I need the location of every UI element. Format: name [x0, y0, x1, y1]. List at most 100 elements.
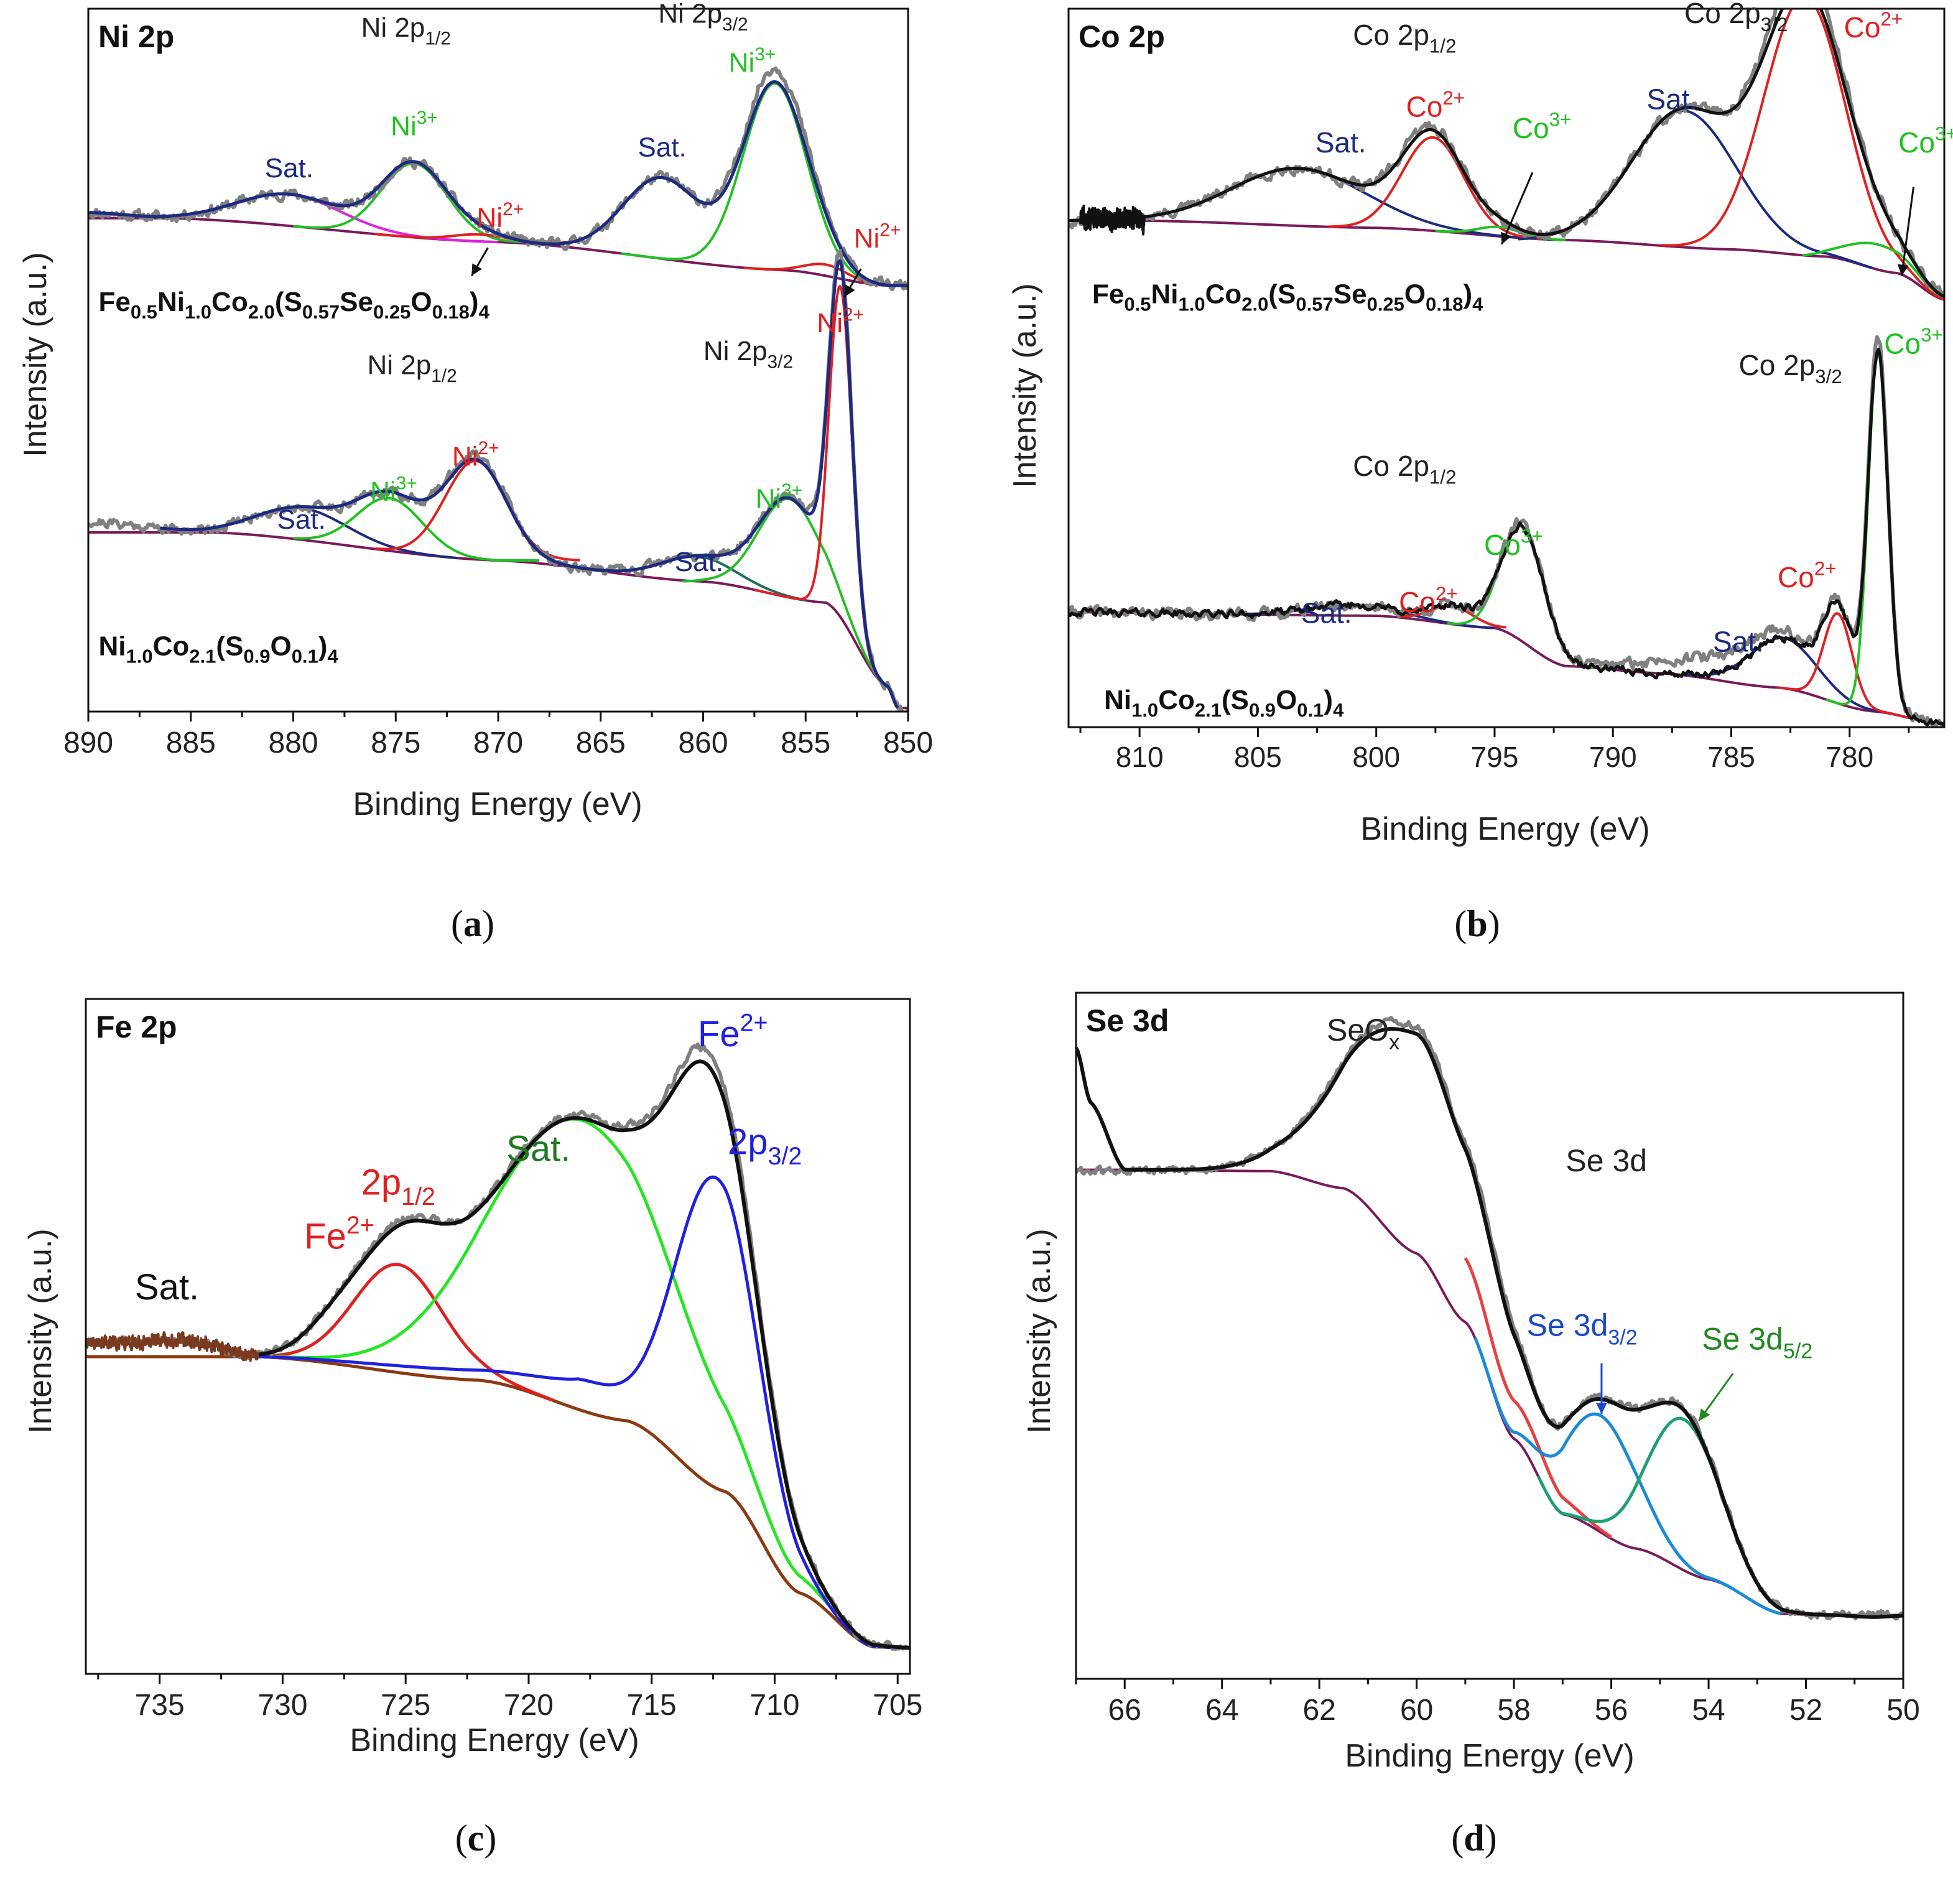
series-upper-Co3+-2p3/2 — [1801, 241, 1944, 299]
series-data — [1076, 1016, 1903, 1621]
x-tick-label: 875 — [371, 727, 420, 759]
series-upper-Sat-2 — [1518, 109, 1874, 270]
arrow-shaft — [1901, 187, 1915, 276]
series-Sat. — [257, 1117, 910, 1650]
panel-caption: (b) — [1454, 903, 1500, 944]
peak-annotation: Ni3+ — [391, 108, 438, 141]
x-tick-label: 855 — [781, 727, 830, 759]
x-axis-label: Binding Energy (eV) — [1360, 811, 1649, 847]
series-group — [86, 1043, 910, 1651]
y-axis-label: Intensity (a.u.) — [1007, 283, 1043, 488]
plot-frame — [1075, 991, 1904, 1680]
x-tick-label: 60 — [1400, 1694, 1433, 1727]
x-tick-label: 890 — [63, 727, 113, 759]
peak-annotation: Sat. — [277, 504, 326, 535]
x-tick-label: 58 — [1497, 1694, 1530, 1727]
peak-annotation: Sat. — [135, 1267, 199, 1307]
x-tick-label: 785 — [1707, 741, 1755, 773]
x-tick-label: 805 — [1234, 741, 1282, 773]
peak-annotation: 2p3/2 — [728, 1122, 802, 1170]
panel-title: Co 2p — [1079, 19, 1165, 54]
arrow-head — [1501, 231, 1511, 244]
panel-caption: (a) — [451, 903, 494, 944]
series-group — [1069, 9, 1944, 727]
series-group — [1076, 1016, 1903, 1621]
panel-title: Se 3d — [1086, 1003, 1169, 1038]
x-axis-label: Binding Energy (eV) — [350, 1722, 639, 1758]
plot-frame — [1067, 7, 1946, 728]
x-tick-label: 66 — [1108, 1694, 1141, 1727]
peak-annotation: 2p1/2 — [361, 1163, 435, 1210]
peak-annotation: Sat. — [506, 1128, 570, 1169]
series-Se-3d3/2 — [1473, 1337, 1783, 1615]
x-tick-label: 52 — [1789, 1694, 1822, 1727]
series-upper-noise-start — [1079, 204, 1146, 236]
y-axis-label: Intensity (a.u.) — [1021, 1228, 1057, 1433]
x-tick-label: 735 — [135, 1689, 185, 1722]
x-axis-label: Binding Energy (eV) — [353, 786, 642, 822]
peak-annotation: Se 3d — [1566, 1143, 1647, 1178]
series-upper-Ni3+-2p3/2 — [620, 82, 899, 287]
series-lower-envelope — [1069, 348, 1944, 727]
peak-annotation: Sat. — [1301, 597, 1352, 629]
peak-annotation: Ni2+ — [452, 438, 499, 471]
series-Fe2+-2p3/2 — [257, 1175, 910, 1650]
x-tick-label: 705 — [873, 1689, 922, 1722]
peak-annotation: Co3+ — [1898, 123, 1953, 159]
x-tick-label: 885 — [166, 727, 216, 759]
x-tick-label: 725 — [381, 1689, 430, 1722]
peak-annotation: Co 2p1/2 — [1353, 19, 1456, 57]
peak-annotation: Ni2+ — [476, 199, 524, 233]
series-Fe2+-2p1/2 — [257, 1263, 555, 1402]
x-tick-label: 780 — [1825, 741, 1873, 773]
panel-title: Fe 2p — [96, 1010, 177, 1044]
peak-annotation: Se 3d3/2 — [1527, 1308, 1638, 1350]
plot-frame — [85, 998, 911, 1675]
series-pre-edge-noise — [86, 1330, 259, 1362]
x-tick-label: 850 — [883, 727, 933, 759]
x-tick-label: 860 — [678, 727, 728, 759]
peak-annotation: Sat. — [265, 153, 313, 183]
peak-annotation: Sat. — [638, 132, 686, 162]
peak-annotation: Co3+ — [1484, 525, 1542, 560]
series-upper-data — [88, 66, 908, 292]
series-envelope — [257, 1059, 910, 1650]
peak-annotation: Ni3+ — [729, 44, 776, 78]
x-tick-label: 50 — [1886, 1694, 1919, 1727]
peak-annotation: Co 2p3/2 — [1684, 0, 1788, 35]
peak-annotation: Sat. — [675, 547, 723, 577]
x-tick-label: 795 — [1471, 741, 1519, 773]
series-upper-Co2+-2p3/2 — [1659, 9, 1944, 300]
x-tick-label: 715 — [627, 1689, 677, 1722]
panel-caption: (d) — [1451, 1818, 1496, 1859]
panel-c: 735 730 725 720 715 710 705 Binding Energy (eV)… — [22, 998, 922, 1859]
peak-annotation: Ni 2p1/2 — [367, 350, 457, 386]
peak-annotation: Co2+ — [1399, 583, 1457, 618]
peak-annotation: Ni 2p3/2 — [658, 0, 748, 35]
x-axis-label: Binding Energy (eV) — [1345, 1738, 1634, 1774]
x-tick-label: 710 — [749, 1689, 799, 1722]
series-lower-Sat-1 — [210, 506, 458, 559]
panel-b: 810 805 800 795 790 785 780 Binding Energy (eV)… — [1007, 0, 1953, 944]
series-group — [88, 66, 908, 712]
peak-annotation: Ni 2p3/2 — [703, 336, 793, 372]
peak-annotation: SeOx — [1327, 1013, 1399, 1054]
x-tick-label: 865 — [576, 727, 626, 759]
series-background — [86, 1355, 910, 1650]
peak-annotation: Fe2+ — [304, 1212, 374, 1256]
x-tick-label: 870 — [473, 727, 523, 759]
panel-a: 890 885 880 875 870 865 860 855 850 Binding Energ… — [17, 0, 933, 944]
x-tick-label: 880 — [268, 727, 318, 759]
peak-annotation: Co2+ — [1778, 557, 1836, 593]
sample-label: Fe0.5Ni1.0Co2.0(S0.57Se0.25O0.18)4 — [98, 287, 489, 323]
arrow-head — [471, 263, 483, 276]
peak-annotation: Ni3+ — [370, 473, 417, 507]
peak-annotation: Co2+ — [1406, 87, 1465, 123]
arrow-head — [844, 284, 855, 297]
peak-annotation: Sat. — [1315, 126, 1366, 159]
y-axis-label: Intensity (a.u.) — [22, 1228, 58, 1433]
series-upper-envelope — [1069, 9, 1944, 299]
sample-label: Ni1.0Co2.1(S0.9O0.1)4 — [98, 631, 338, 667]
